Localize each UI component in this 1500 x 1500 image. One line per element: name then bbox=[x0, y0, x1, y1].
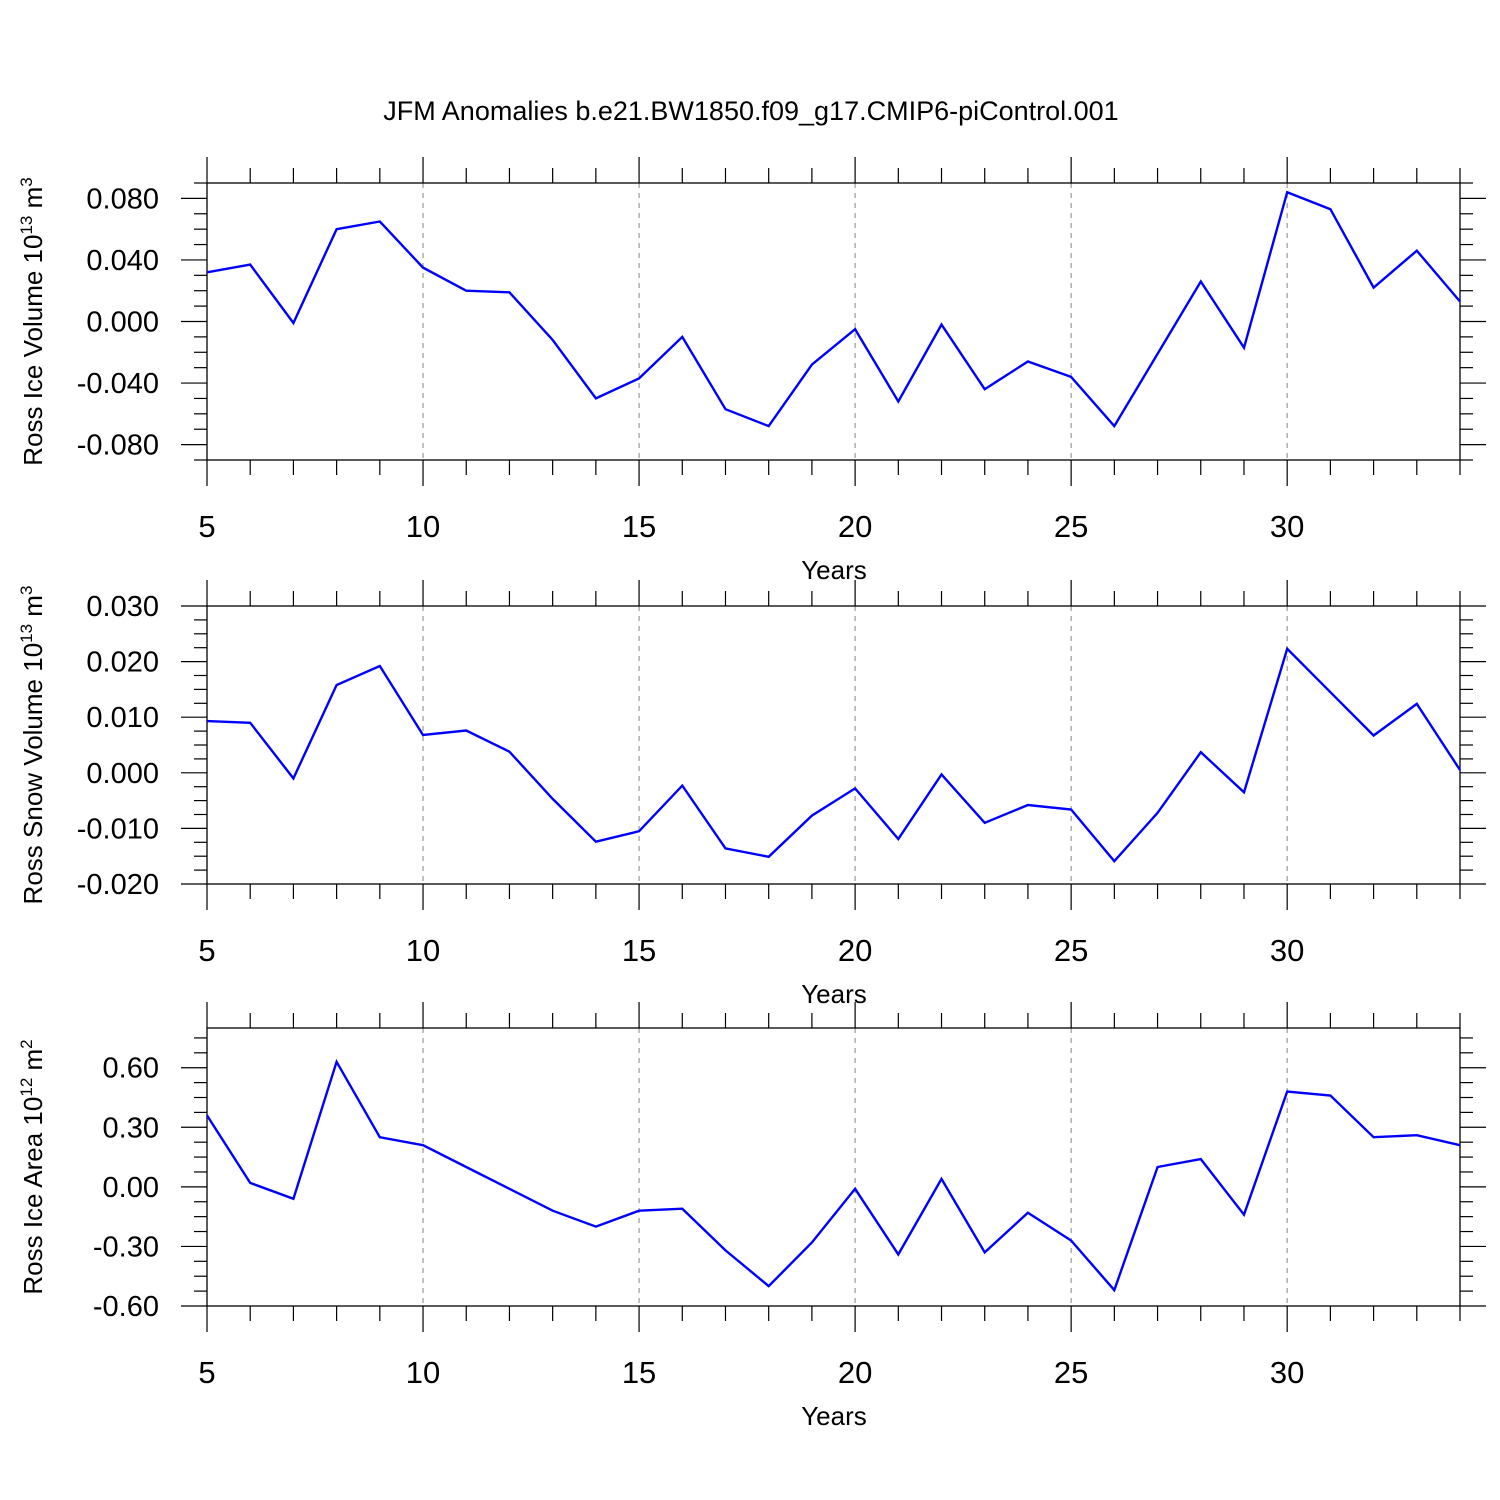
x-tick-label: 10 bbox=[406, 509, 440, 544]
y-axis-label-superscript: 2 bbox=[17, 1039, 36, 1048]
x-tick-label: 25 bbox=[1054, 1355, 1088, 1390]
y-tick-label: 0.020 bbox=[86, 647, 159, 679]
y-tick-label: -0.010 bbox=[77, 813, 159, 845]
figure-title: JFM Anomalies b.e21.BW1850.f09_g17.CMIP6… bbox=[383, 96, 1118, 126]
x-tick-label: 5 bbox=[198, 933, 215, 968]
x-tick-label: 5 bbox=[198, 509, 215, 544]
y-tick-label: -0.60 bbox=[93, 1291, 159, 1323]
y-tick-label: 0.000 bbox=[86, 307, 159, 339]
panel-3: -0.60 -0.30 0.00 0.30 0.60 5 10 15 20 25 30 Years Ro… bbox=[17, 1002, 1486, 1431]
y-tick-label: 0.010 bbox=[86, 702, 159, 734]
y-axis-label-superscript: 3 bbox=[17, 177, 36, 186]
y-axis-label-text: Ross Snow Volume 10 bbox=[18, 643, 48, 905]
x-tick-label: 25 bbox=[1054, 933, 1088, 968]
x-tick-label: 20 bbox=[838, 1355, 872, 1390]
x-tick-label: 10 bbox=[406, 933, 440, 968]
y-axis-label: Ross Snow Volume 1013 m3 bbox=[17, 586, 48, 905]
y-axis-label-superscript: 3 bbox=[17, 586, 36, 595]
x-tick-label: 15 bbox=[622, 933, 656, 968]
y-tick-label: 0.080 bbox=[86, 183, 159, 215]
y-axis-label-text: m bbox=[18, 187, 48, 216]
y-tick-label: -0.30 bbox=[93, 1231, 159, 1263]
y-tick-label: 0.040 bbox=[86, 245, 159, 277]
x-tick-label: 5 bbox=[198, 1355, 215, 1390]
x-axis-label: Years bbox=[801, 555, 867, 585]
y-axis-label-text: Ross Ice Volume 10 bbox=[18, 235, 48, 466]
y-axis-label-superscript: 13 bbox=[17, 216, 36, 235]
x-tick-label: 20 bbox=[838, 509, 872, 544]
data-line bbox=[205, 1058, 1461, 1293]
y-axis-label-text: m bbox=[18, 1049, 48, 1078]
y-axis-label-superscript: 13 bbox=[17, 624, 36, 643]
y-axis-label: Ross Ice Area 1012 m2 bbox=[17, 1039, 48, 1294]
x-tick-label: 15 bbox=[622, 1355, 656, 1390]
y-tick-label: 0.030 bbox=[86, 591, 159, 623]
x-tick-label: 10 bbox=[406, 1355, 440, 1390]
x-tick-label: 30 bbox=[1270, 933, 1304, 968]
plot-frame bbox=[206, 1027, 1461, 1307]
x-axis-label: Years bbox=[801, 979, 867, 1009]
y-axis-label-text: Ross Ice Area 10 bbox=[18, 1097, 48, 1295]
data-line bbox=[206, 190, 1461, 429]
y-tick-label: -0.020 bbox=[77, 869, 159, 901]
panel-1: -0.080 -0.040 0.000 0.040 0.080 5 10 15 20 25 30 Ye… bbox=[17, 157, 1486, 585]
y-tick-label: 0.000 bbox=[86, 758, 159, 790]
y-tick-label: -0.080 bbox=[77, 430, 159, 462]
y-tick-label: 0.60 bbox=[103, 1053, 159, 1085]
x-tick-label: 25 bbox=[1054, 509, 1088, 544]
y-axis-label: Ross Ice Volume 1013 m3 bbox=[17, 177, 48, 466]
y-tick-label: -0.040 bbox=[77, 368, 159, 400]
x-tick-label: 15 bbox=[622, 509, 656, 544]
y-tick-label: 0.00 bbox=[103, 1172, 159, 1204]
y-axis-label-superscript: 12 bbox=[17, 1078, 36, 1097]
y-tick-label: 0.30 bbox=[103, 1112, 159, 1144]
x-tick-label: 30 bbox=[1270, 1355, 1304, 1390]
y-axis-label-text: m bbox=[18, 595, 48, 624]
x-tick-label: 20 bbox=[838, 933, 872, 968]
panel-2: -0.020 -0.010 0.000 0.010 0.020 0.030 5 10 15 20 2… bbox=[17, 580, 1486, 1009]
x-axis-label: Years bbox=[801, 1401, 867, 1431]
data-line bbox=[206, 646, 1462, 864]
x-tick-label: 30 bbox=[1270, 509, 1304, 544]
